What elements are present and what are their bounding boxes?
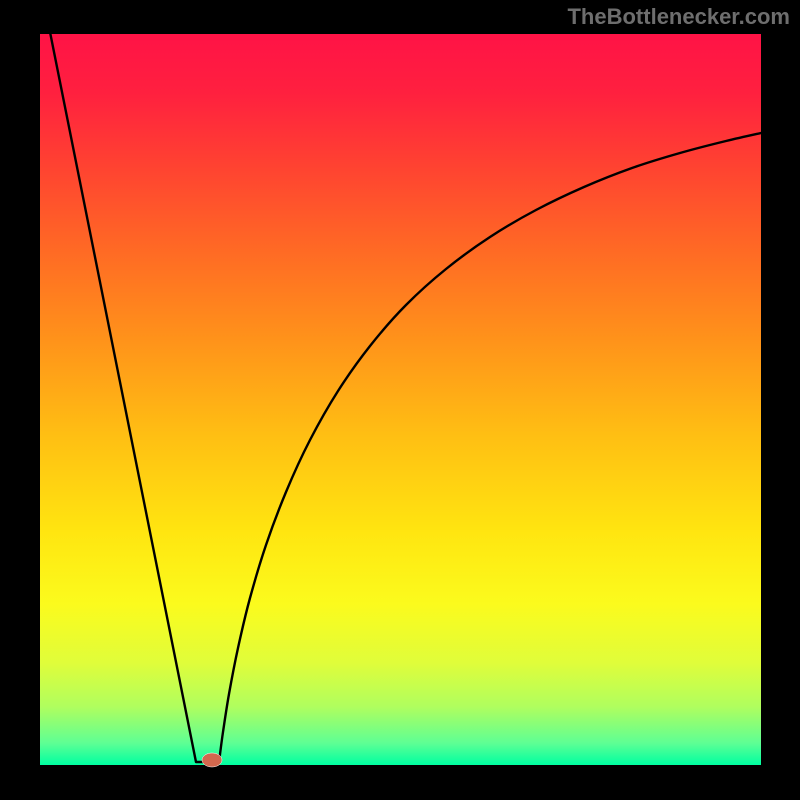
optimal-point-marker [202, 753, 222, 767]
chart-background [40, 34, 761, 765]
bottleneck-chart [0, 0, 800, 800]
attribution-label: TheBottlenecker.com [567, 4, 790, 30]
